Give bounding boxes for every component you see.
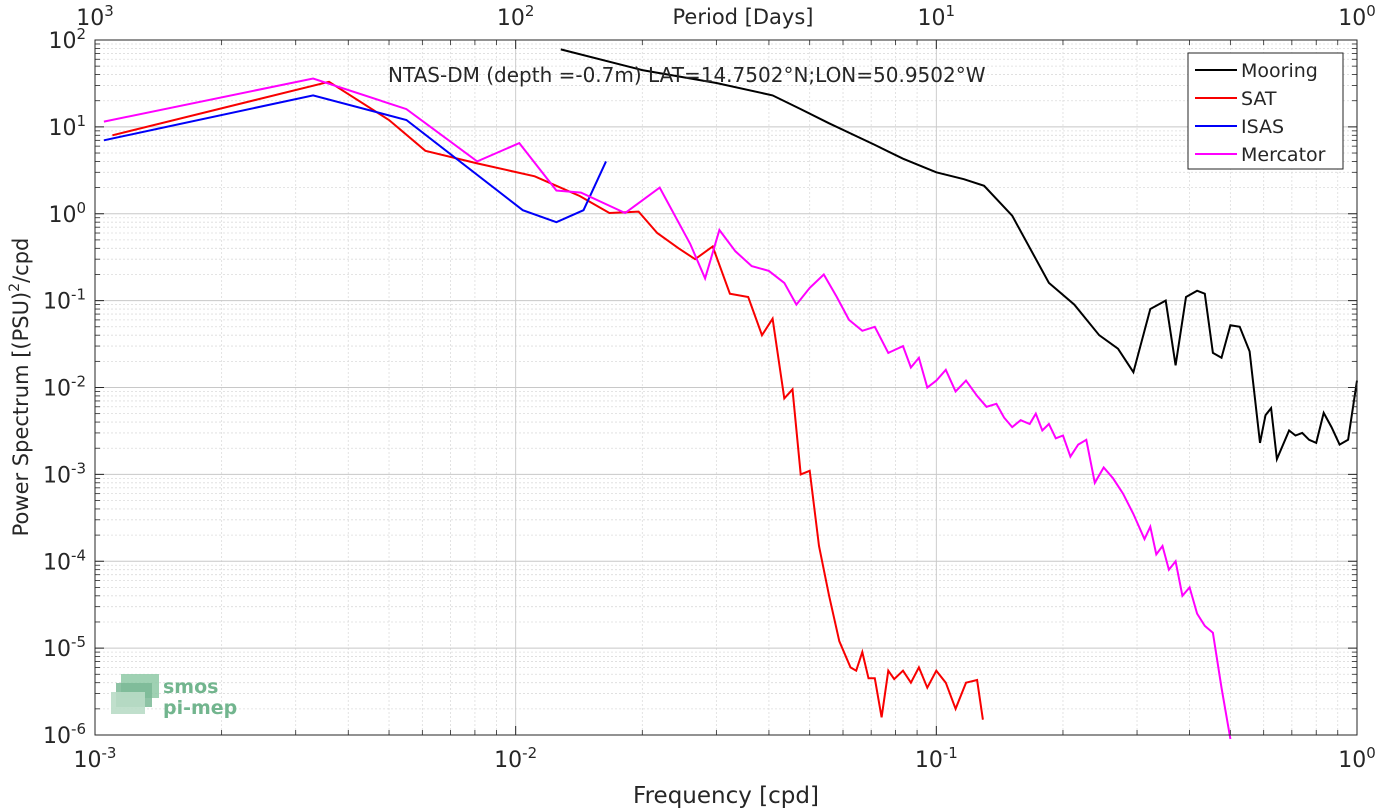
series-line-mooring [560,48,1358,463]
x-tick-label: 10-3 [74,744,117,773]
x-tick-label: 10-2 [494,744,537,773]
y-tick-base: 10 [48,29,76,54]
x-tick-label: 100 [1338,744,1376,773]
y-tick-exponent: -2 [71,373,86,391]
y-tick-label: 10-5 [43,633,86,662]
x-tick-base: 10 [74,748,102,773]
y-tick-exponent: 2 [76,25,86,43]
series-line-sat [112,80,984,720]
y-tick-exponent: -5 [71,633,86,651]
top-tick-label: 102 [497,2,535,31]
y-tick-base: 10 [48,203,76,228]
x-tick-exponent: 0 [1366,744,1376,762]
x-tick-exponent: -1 [943,744,958,762]
series-layer [103,48,1358,740]
top-tick-base: 10 [497,6,525,31]
y-tick-label: 100 [48,199,86,228]
x-tick-base: 10 [1338,748,1366,773]
y-tick-exponent: -6 [71,720,86,738]
y-tick-label: 10-6 [43,720,86,749]
y-axis-label-sup: 2 [7,283,23,292]
x-axis-label: Frequency [cpd] [633,783,819,809]
series-line-mercator [103,77,1232,740]
y-tick-label: 101 [48,112,86,141]
smos-pi-mep-logo: smos pi-mep [111,674,237,719]
top-axis-label: Period [Days] [673,5,814,29]
tick-marks [94,39,1358,736]
y-tick-label: 10-3 [43,459,86,488]
top-tick-exponent: 0 [1366,2,1376,20]
x-tick-label: 10-1 [915,744,958,773]
legend-label-mooring: Mooring [1241,60,1318,82]
logo-text-smos: smos [163,676,218,698]
y-tick-label: 10-1 [43,286,86,315]
y-tick-base: 10 [43,724,71,749]
legend-label-isas: ISAS [1241,116,1284,138]
y-tick-base: 10 [43,377,71,402]
x-tick-base: 10 [494,748,522,773]
y-tick-label: 10-4 [43,546,86,575]
top-tick-label: 100 [1338,2,1376,31]
y-tick-label: 102 [48,25,86,54]
chart-title: NTAS-DM (depth =-0.7m) LAT=14.7502°N;LON… [388,63,986,87]
y-tick-exponent: -4 [71,546,86,564]
y-tick-base: 10 [43,290,71,315]
top-tick-exponent: 3 [104,2,114,20]
legend: Mooring SAT ISAS Mercator [1187,52,1344,170]
top-tick-labels: 103 102 101 100 [76,2,1376,31]
y-tick-label: 10-2 [43,373,86,402]
top-tick-label: 103 [76,2,114,31]
top-tick-base: 10 [1338,6,1366,31]
top-tick-base: 10 [76,6,104,31]
x-tick-base: 10 [915,748,943,773]
y-tick-exponent: 1 [76,112,86,130]
y-axis-label-suffix: /cpd [9,238,33,283]
y-tick-exponent: -3 [71,459,86,477]
x-tick-exponent: -3 [102,744,117,762]
legend-label-mercator: Mercator [1241,144,1326,166]
top-tick-label: 101 [918,2,956,31]
top-tick-base: 10 [918,6,946,31]
y-tick-base: 10 [48,116,76,141]
y-tick-base: 10 [43,550,71,575]
legend-label-sat: SAT [1241,88,1277,110]
top-tick-exponent: 2 [525,2,535,20]
y-tick-base: 10 [43,637,71,662]
y-tick-exponent: -1 [71,286,86,304]
y-axis-label: Power Spectrum [(PSU)2/cpd [7,238,33,537]
series-line-isas [103,94,607,224]
x-tick-labels: 10-3 10-2 10-1 100 [74,744,1376,773]
top-tick-exponent: 1 [946,2,956,20]
y-tick-base: 10 [43,463,71,488]
legend-box [1187,52,1344,170]
major-grid [94,39,1358,736]
logo-text-pi-mep: pi-mep [163,697,237,719]
y-axis-label-main: Power Spectrum [(PSU) [9,292,33,537]
y-tick-exponent: 0 [76,199,86,217]
x-tick-exponent: -2 [522,744,537,762]
logo-mark-front [111,692,145,714]
